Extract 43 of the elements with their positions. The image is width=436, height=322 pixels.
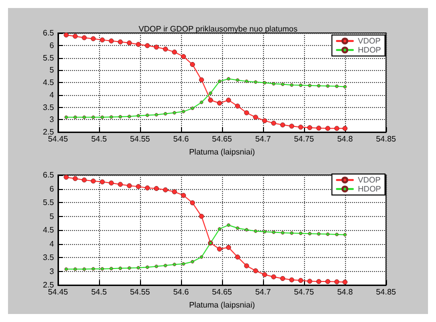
x-tick-label: 54.55: [130, 134, 151, 144]
x-tick-label: 54.6: [173, 134, 190, 144]
legend-label: HDOP: [358, 184, 382, 194]
x-tick-label: 54.85: [376, 288, 397, 297]
y-tick-label: 5: [50, 66, 55, 75]
y-tick-label: 3: [50, 115, 55, 124]
y-tick-label: 5.5: [42, 198, 55, 208]
y-tick-label: 5.5: [42, 53, 55, 62]
y-tick-label: 6: [50, 40, 55, 50]
y-tick-label: 3.5: [42, 253, 55, 262]
y-tick-label: 4.5: [42, 78, 55, 88]
x-tick-label: 54.45: [48, 134, 69, 144]
x-tick-label: 54.75: [294, 288, 315, 297]
x-tick-label: 54.7: [255, 134, 272, 144]
y-tick-label: 2.5: [42, 280, 55, 290]
y-tick-label: 3: [50, 266, 55, 276]
x-tick-label: 54.45: [48, 288, 69, 297]
x-axis-title: Platuma (laipsniai): [189, 300, 256, 310]
x-tick-label: 54.85: [376, 134, 397, 144]
x-tick-label: 54.8: [337, 134, 354, 144]
y-tick-label: 6.5: [42, 28, 55, 38]
y-tick-label: 2.5: [42, 128, 55, 137]
y-tick-label: 4: [50, 239, 55, 248]
x-tick-label: 54.6: [173, 288, 190, 297]
y-tick-label: 6.5: [42, 170, 55, 180]
legend-label: VDOP: [358, 176, 381, 184]
x-tick-label: 54.5: [91, 134, 108, 144]
x-tick-label: 54.65: [212, 134, 233, 144]
y-tick-label: 6: [50, 184, 55, 194]
y-tick-label: 4: [50, 90, 55, 100]
y-tick-label: 4.5: [42, 226, 55, 235]
x-tick-label: 54.55: [130, 288, 151, 297]
x-axis-title: Platuma (laipsniai): [189, 148, 256, 156]
x-tick-label: 54.75: [294, 134, 315, 144]
x-tick-label: 54.8: [337, 288, 354, 297]
y-tick-label: 5: [50, 212, 55, 221]
x-tick-label: 54.65: [212, 288, 233, 297]
legend-label: HDOP: [358, 46, 382, 54]
x-tick-label: 54.7: [255, 288, 272, 297]
legend-label: VDOP: [358, 36, 381, 46]
x-tick-label: 54.5: [91, 288, 108, 297]
y-tick-label: 3.5: [42, 102, 55, 112]
chart-title: VDOP ir GDOP priklausomybe nuo platumos: [138, 24, 298, 34]
